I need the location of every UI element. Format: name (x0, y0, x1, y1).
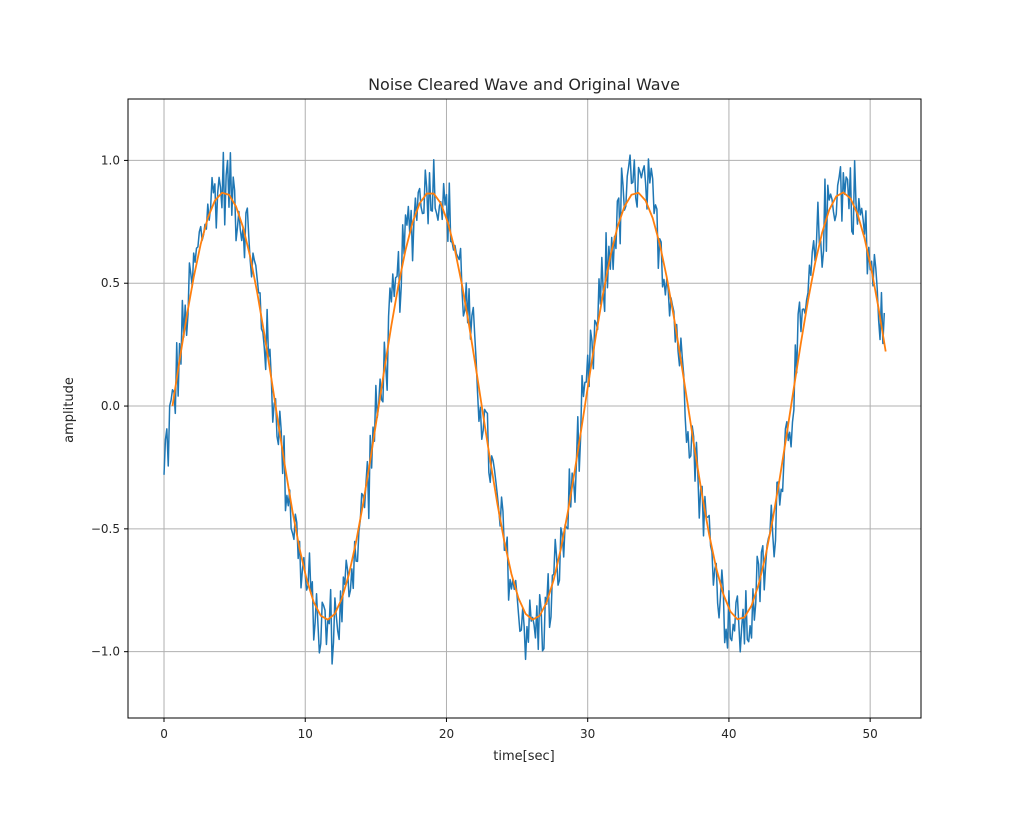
x-tick-label: 50 (863, 727, 878, 741)
series-line-noisy (163, 151, 886, 665)
chart-title: Noise Cleared Wave and Original Wave (368, 75, 680, 94)
y-tick-label: 1.0 (101, 153, 120, 167)
y-tick-label: 0.5 (101, 276, 120, 290)
series-layer (163, 151, 887, 665)
ticks: 0 10 20 30 40 50 −1.0 −0.5 0.0 0.5 1.0 (91, 153, 878, 741)
x-axis-label: time[sec] (493, 749, 554, 764)
x-tick-label: 10 (298, 727, 313, 741)
series-line-smoothed (171, 191, 887, 621)
plot-area (163, 151, 887, 665)
y-tick-label: 0.0 (101, 399, 120, 413)
y-axis-label: amplitude (62, 377, 77, 443)
x-tick-label: 40 (721, 727, 736, 741)
y-tick-label: −0.5 (91, 522, 120, 536)
y-tick-label: −1.0 (91, 645, 120, 659)
x-tick-label: 0 (160, 727, 168, 741)
axes-frame (127, 98, 922, 719)
x-tick-label: 20 (439, 727, 454, 741)
x-tick-label: 30 (580, 727, 595, 741)
